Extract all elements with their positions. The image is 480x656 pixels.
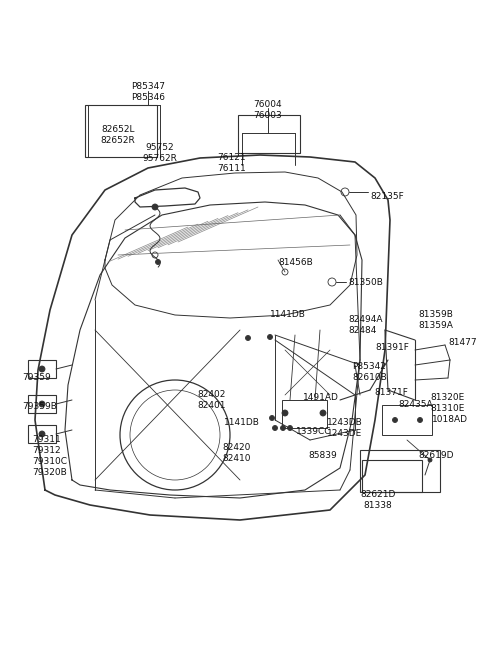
Text: 82652L
82652R: 82652L 82652R (101, 125, 135, 145)
Circle shape (39, 431, 45, 437)
Bar (28, 425, 56, 443)
Circle shape (269, 415, 275, 420)
Text: 82621D
81338: 82621D 81338 (360, 490, 396, 510)
Circle shape (267, 335, 273, 340)
Text: 79311
79312
79310C
79320B: 79311 79312 79310C 79320B (32, 435, 67, 478)
Text: 81371F: 81371F (374, 388, 408, 397)
Circle shape (418, 417, 422, 422)
Bar (362, 460, 422, 492)
Circle shape (273, 426, 277, 430)
Circle shape (245, 335, 251, 340)
Circle shape (320, 410, 326, 416)
Text: 82402
82401: 82402 82401 (197, 390, 226, 410)
Text: 82494A
82484: 82494A 82484 (348, 315, 383, 335)
Text: 81350B: 81350B (348, 278, 383, 287)
Text: 1243DB
1243DE: 1243DB 1243DE (327, 418, 363, 438)
Circle shape (280, 426, 286, 430)
Text: 1141DB: 1141DB (224, 418, 260, 427)
Text: 82135F: 82135F (370, 192, 404, 201)
Bar (85, 105, 157, 157)
Text: 1491AD: 1491AD (303, 393, 339, 402)
Text: 82619D: 82619D (418, 451, 454, 460)
Text: 81391F: 81391F (375, 343, 409, 352)
Circle shape (282, 410, 288, 416)
Text: 95752
95762R: 95752 95762R (143, 143, 178, 163)
Text: 82420
82410: 82420 82410 (222, 443, 251, 463)
Text: 81359B
81359A: 81359B 81359A (418, 310, 453, 330)
Bar (238, 115, 300, 153)
Circle shape (39, 366, 45, 372)
Bar (282, 400, 327, 428)
Text: 81477: 81477 (448, 338, 477, 347)
Text: 79359: 79359 (22, 373, 51, 382)
Circle shape (393, 417, 397, 422)
Text: P85347
P85346: P85347 P85346 (131, 82, 165, 102)
Text: 79359B: 79359B (22, 402, 57, 411)
Text: 76121
76111: 76121 76111 (217, 153, 246, 173)
Bar (360, 450, 440, 492)
Circle shape (428, 458, 432, 462)
Text: 1339CC: 1339CC (296, 427, 332, 436)
Circle shape (288, 426, 292, 430)
Bar (28, 395, 56, 413)
Text: 76004
76003: 76004 76003 (253, 100, 282, 120)
Circle shape (156, 260, 160, 264)
Text: 82435A: 82435A (398, 400, 432, 409)
Text: P85342
82610B: P85342 82610B (352, 362, 387, 382)
Bar (382, 405, 432, 435)
Text: 81456B: 81456B (278, 258, 313, 267)
Circle shape (152, 204, 158, 210)
Bar (28, 360, 56, 378)
Circle shape (39, 401, 45, 407)
Text: 1141DB: 1141DB (270, 310, 306, 319)
Text: 85839: 85839 (308, 451, 337, 460)
Text: 1018AD: 1018AD (432, 415, 468, 424)
Text: 81320E
81310E: 81320E 81310E (430, 393, 464, 413)
